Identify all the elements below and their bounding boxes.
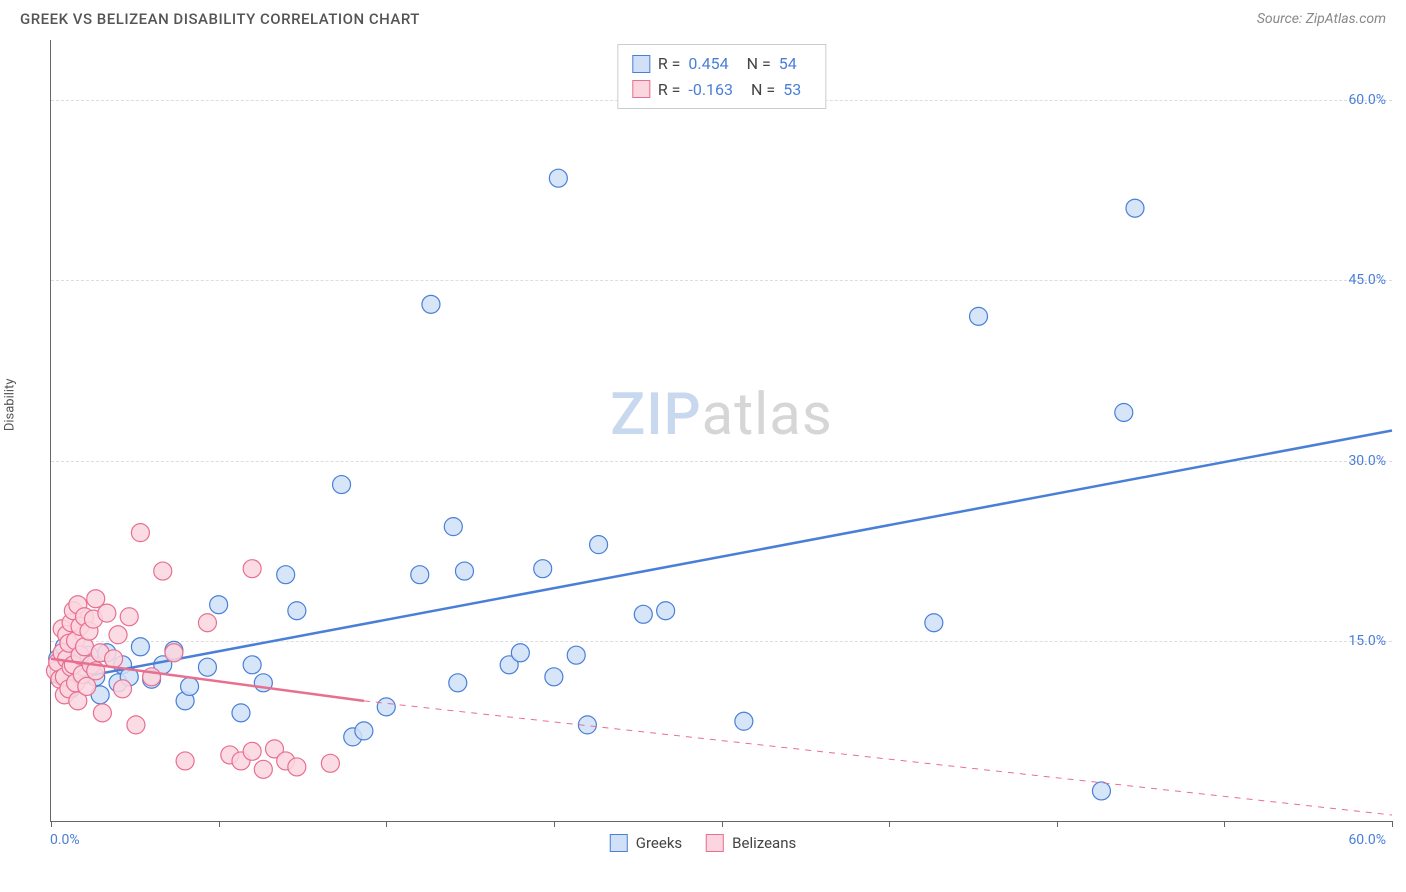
data-point — [355, 722, 373, 740]
stats-row-greeks: R = 0.454 N = 54 — [632, 51, 811, 77]
x-max-label: 60.0% — [1348, 832, 1386, 848]
data-point — [411, 566, 429, 584]
data-point — [1126, 199, 1144, 217]
data-point — [288, 758, 306, 776]
data-point — [735, 712, 753, 730]
legend-item-belizeans: Belizeans — [706, 834, 796, 852]
data-point — [154, 562, 172, 580]
r-label: R = — [658, 77, 681, 103]
data-point — [333, 476, 351, 494]
swatch-pink-icon — [706, 834, 724, 852]
data-point — [545, 668, 563, 686]
r-value-belizeans: -0.163 — [688, 77, 733, 103]
x-tick — [554, 821, 555, 827]
data-point — [1115, 403, 1133, 421]
n-label: N = — [747, 51, 771, 77]
data-point — [455, 562, 473, 580]
data-point — [165, 644, 183, 662]
data-point — [93, 704, 111, 722]
y-tick-label: 60.0% — [1348, 92, 1386, 108]
n-value-belizeans: 53 — [783, 77, 801, 103]
data-point — [98, 604, 116, 622]
data-point — [277, 566, 295, 584]
data-point — [243, 742, 261, 760]
data-point — [198, 658, 216, 676]
data-point — [925, 614, 943, 632]
data-point — [449, 674, 467, 692]
y-axis-label: Disability — [3, 378, 18, 431]
data-point — [131, 524, 149, 542]
x-tick — [219, 821, 220, 827]
y-tick-label: 45.0% — [1348, 272, 1386, 288]
chart-source: Source: ZipAtlas.com — [1257, 11, 1386, 27]
x-min-label: 0.0% — [50, 832, 80, 848]
x-tick — [889, 821, 890, 827]
data-point — [210, 596, 228, 614]
data-point — [120, 608, 138, 626]
r-value-greeks: 0.454 — [688, 51, 728, 77]
chart-title: GREEK VS BELIZEAN DISABILITY CORRELATION… — [20, 10, 420, 28]
data-point — [534, 560, 552, 578]
n-value-greeks: 54 — [779, 51, 797, 77]
x-tick — [51, 821, 52, 827]
data-point — [511, 644, 529, 662]
x-tick — [386, 821, 387, 827]
data-point — [181, 677, 199, 695]
trend-line-extrapolated — [364, 701, 1392, 815]
chart-area: Disability ZIPatlas R = 0.454 N = 54 R =… — [14, 40, 1392, 860]
series-legend: Greeks Belizeans — [610, 834, 796, 852]
y-tick-label: 15.0% — [1348, 633, 1386, 649]
data-point — [114, 680, 132, 698]
data-point — [657, 602, 675, 620]
swatch-blue-icon — [632, 55, 650, 73]
stats-row-belizeans: R = -0.163 N = 53 — [632, 77, 811, 103]
r-label: R = — [658, 51, 681, 77]
data-point — [109, 626, 127, 644]
data-point — [634, 605, 652, 623]
data-point — [590, 536, 608, 554]
data-point — [176, 752, 194, 770]
swatch-blue-icon — [610, 834, 628, 852]
data-point — [377, 698, 395, 716]
data-point — [243, 560, 261, 578]
data-point — [198, 614, 216, 632]
legend-label: Greeks — [636, 834, 682, 852]
data-point — [321, 754, 339, 772]
data-point — [127, 716, 145, 734]
data-point — [288, 602, 306, 620]
data-point — [254, 760, 272, 778]
data-point — [243, 656, 261, 674]
data-point — [422, 295, 440, 313]
stats-legend: R = 0.454 N = 54 R = -0.163 N = 53 — [617, 44, 826, 109]
x-tick — [1057, 821, 1058, 827]
x-tick — [722, 821, 723, 827]
x-tick — [1224, 821, 1225, 827]
data-point — [970, 307, 988, 325]
swatch-pink-icon — [632, 80, 650, 98]
trend-line — [51, 431, 1392, 683]
y-tick-label: 30.0% — [1348, 453, 1386, 469]
data-point — [232, 704, 250, 722]
plot-area: ZIPatlas R = 0.454 N = 54 R = -0.163 N =… — [50, 40, 1392, 822]
data-point — [1092, 782, 1110, 800]
data-point — [131, 638, 149, 656]
scatter-svg — [51, 40, 1392, 821]
data-point — [549, 169, 567, 187]
legend-label: Belizeans — [732, 834, 796, 852]
data-point — [78, 677, 96, 695]
data-point — [567, 646, 585, 664]
legend-item-greeks: Greeks — [610, 834, 682, 852]
data-point — [105, 650, 123, 668]
n-label: N = — [751, 77, 775, 103]
data-point — [444, 518, 462, 536]
x-tick — [1392, 821, 1393, 827]
